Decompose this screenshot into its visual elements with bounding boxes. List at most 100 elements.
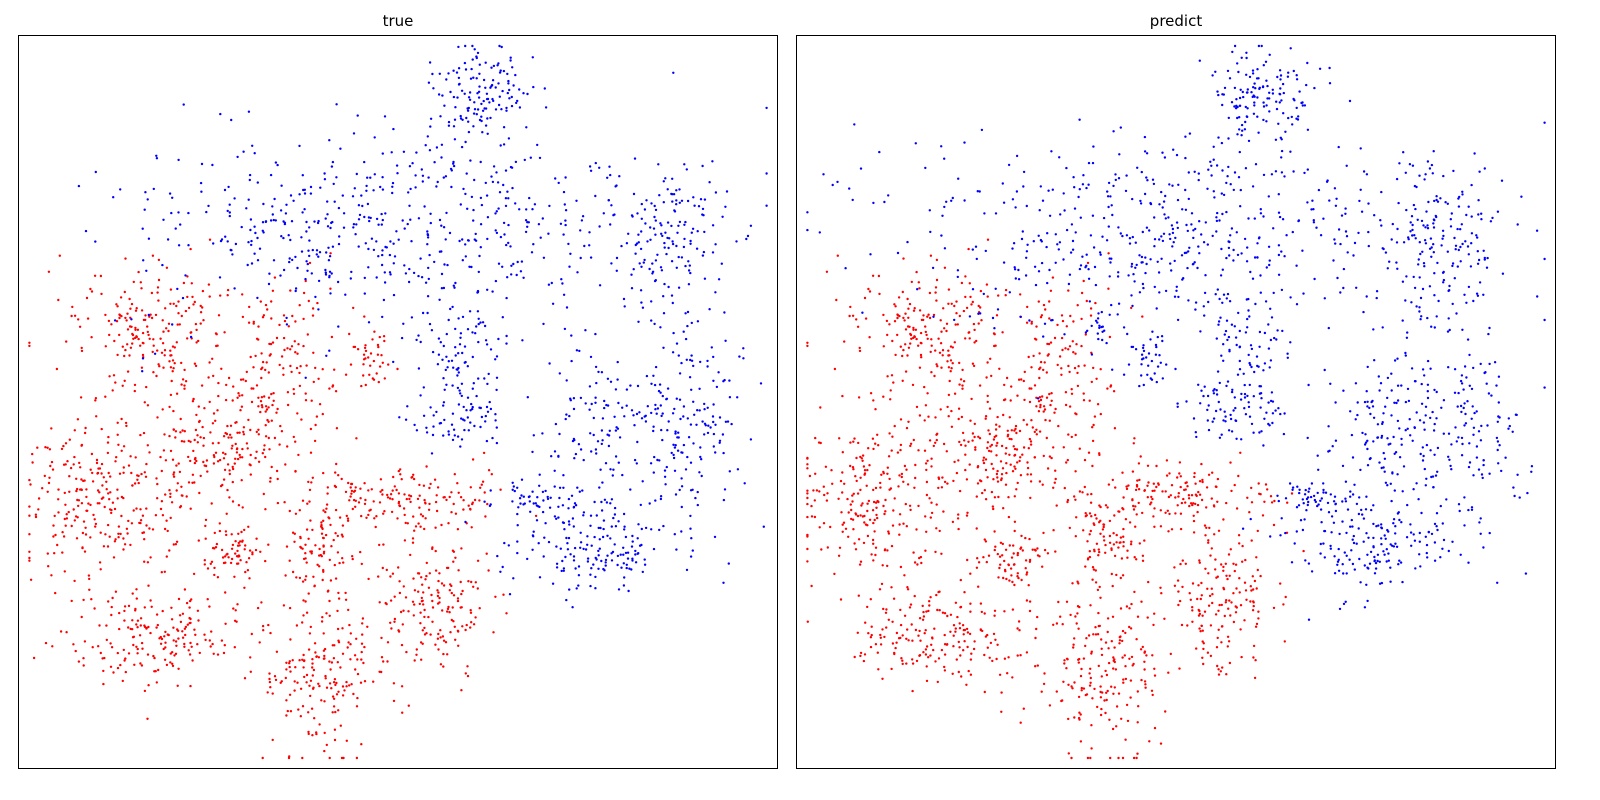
scatter-point bbox=[483, 377, 486, 380]
scatter-point bbox=[875, 513, 878, 517]
scatter-point bbox=[934, 349, 937, 352]
scatter-point bbox=[381, 152, 384, 155]
scatter-point bbox=[994, 428, 998, 431]
scatter-point bbox=[852, 440, 855, 443]
scatter-point bbox=[812, 489, 815, 492]
scatter-point bbox=[300, 418, 303, 421]
scatter-point bbox=[692, 442, 695, 445]
scatter-point bbox=[424, 501, 427, 504]
scatter-point bbox=[567, 507, 570, 510]
scatter-point bbox=[1250, 539, 1253, 542]
scatter-point bbox=[1160, 335, 1164, 338]
scatter-point bbox=[1222, 569, 1225, 572]
scatter-point bbox=[661, 412, 664, 415]
scatter-point bbox=[505, 296, 508, 300]
scatter-point bbox=[323, 657, 326, 660]
scatter-point bbox=[1025, 423, 1029, 426]
scatter-point bbox=[1046, 354, 1049, 357]
scatter-point bbox=[1201, 629, 1204, 632]
scatter-point bbox=[280, 355, 284, 358]
scatter-point bbox=[304, 376, 307, 379]
scatter-point bbox=[1213, 533, 1216, 536]
scatter-point bbox=[423, 498, 426, 502]
scatter-point bbox=[329, 579, 333, 582]
scatter-point bbox=[158, 365, 161, 368]
scatter-point bbox=[242, 150, 245, 153]
scatter-point bbox=[385, 568, 388, 572]
scatter-point bbox=[1191, 503, 1194, 507]
scatter-point bbox=[849, 503, 852, 506]
scatter-point bbox=[654, 365, 658, 369]
scatter-point bbox=[672, 71, 675, 74]
scatter-point bbox=[280, 430, 284, 433]
scatter-point bbox=[307, 732, 310, 736]
scatter-point bbox=[917, 449, 920, 452]
scatter-point bbox=[1163, 617, 1166, 620]
scatter-point bbox=[1025, 321, 1029, 324]
scatter-point bbox=[711, 415, 715, 418]
scatter-point bbox=[1144, 686, 1147, 689]
scatter-point bbox=[1122, 545, 1125, 548]
scatter-point bbox=[164, 641, 167, 644]
scatter-point bbox=[447, 433, 451, 436]
scatter-point bbox=[522, 503, 525, 506]
scatter-point bbox=[409, 500, 412, 504]
scatter-point bbox=[392, 127, 395, 131]
scatter-point bbox=[878, 588, 882, 591]
scatter-point bbox=[937, 337, 940, 340]
scatter-point bbox=[331, 220, 334, 224]
scatter-point bbox=[534, 502, 537, 505]
scatter-point bbox=[448, 495, 451, 499]
scatter-point bbox=[899, 345, 902, 348]
scatter-point bbox=[53, 514, 56, 518]
scatter-point bbox=[307, 480, 310, 484]
scatter-point bbox=[396, 172, 399, 175]
scatter-point bbox=[1305, 83, 1308, 87]
scatter-point bbox=[284, 463, 287, 466]
scatter-point bbox=[143, 606, 146, 609]
scatter-point bbox=[1134, 488, 1138, 492]
scatter-point bbox=[280, 235, 283, 238]
scatter-point bbox=[671, 301, 674, 305]
scatter-point bbox=[675, 203, 678, 206]
scatter-point bbox=[342, 226, 346, 229]
scatter-point bbox=[486, 216, 490, 219]
scatter-point bbox=[366, 176, 369, 179]
scatter-point bbox=[1224, 562, 1227, 565]
scatter-point bbox=[984, 540, 988, 543]
scatter-point bbox=[332, 538, 335, 542]
scatter-point bbox=[471, 407, 474, 411]
scatter-point bbox=[437, 632, 440, 636]
scatter-point bbox=[947, 349, 950, 352]
scatter-point bbox=[374, 525, 377, 529]
scatter-point bbox=[806, 502, 809, 506]
scatter-point bbox=[183, 368, 186, 372]
scatter-point bbox=[264, 435, 268, 438]
scatter-point bbox=[898, 533, 901, 536]
scatter-point bbox=[443, 104, 446, 107]
scatter-point bbox=[565, 598, 568, 602]
scatter-point bbox=[957, 527, 960, 531]
scatter-point bbox=[907, 420, 910, 423]
scatter-point bbox=[1107, 661, 1111, 665]
scatter-point bbox=[1247, 139, 1251, 143]
scatter-point bbox=[413, 423, 416, 427]
scatter-point bbox=[333, 563, 336, 567]
scatter-point bbox=[258, 641, 261, 644]
scatter-point bbox=[294, 666, 297, 669]
scatter-point bbox=[1049, 403, 1052, 407]
scatter-point bbox=[1113, 686, 1116, 689]
scatter-point bbox=[1251, 69, 1255, 72]
scatter-point bbox=[291, 314, 294, 318]
scatter-point bbox=[630, 568, 633, 571]
scatter-point bbox=[1265, 104, 1268, 107]
scatter-point bbox=[422, 591, 425, 594]
scatter-point bbox=[542, 499, 545, 502]
scatter-point bbox=[935, 593, 938, 597]
scatter-point bbox=[147, 684, 150, 687]
scatter-point bbox=[244, 544, 247, 547]
scatter-point bbox=[253, 225, 256, 228]
scatter-point bbox=[516, 99, 519, 103]
scatter-point bbox=[242, 426, 246, 429]
scatter-point bbox=[1014, 467, 1017, 470]
